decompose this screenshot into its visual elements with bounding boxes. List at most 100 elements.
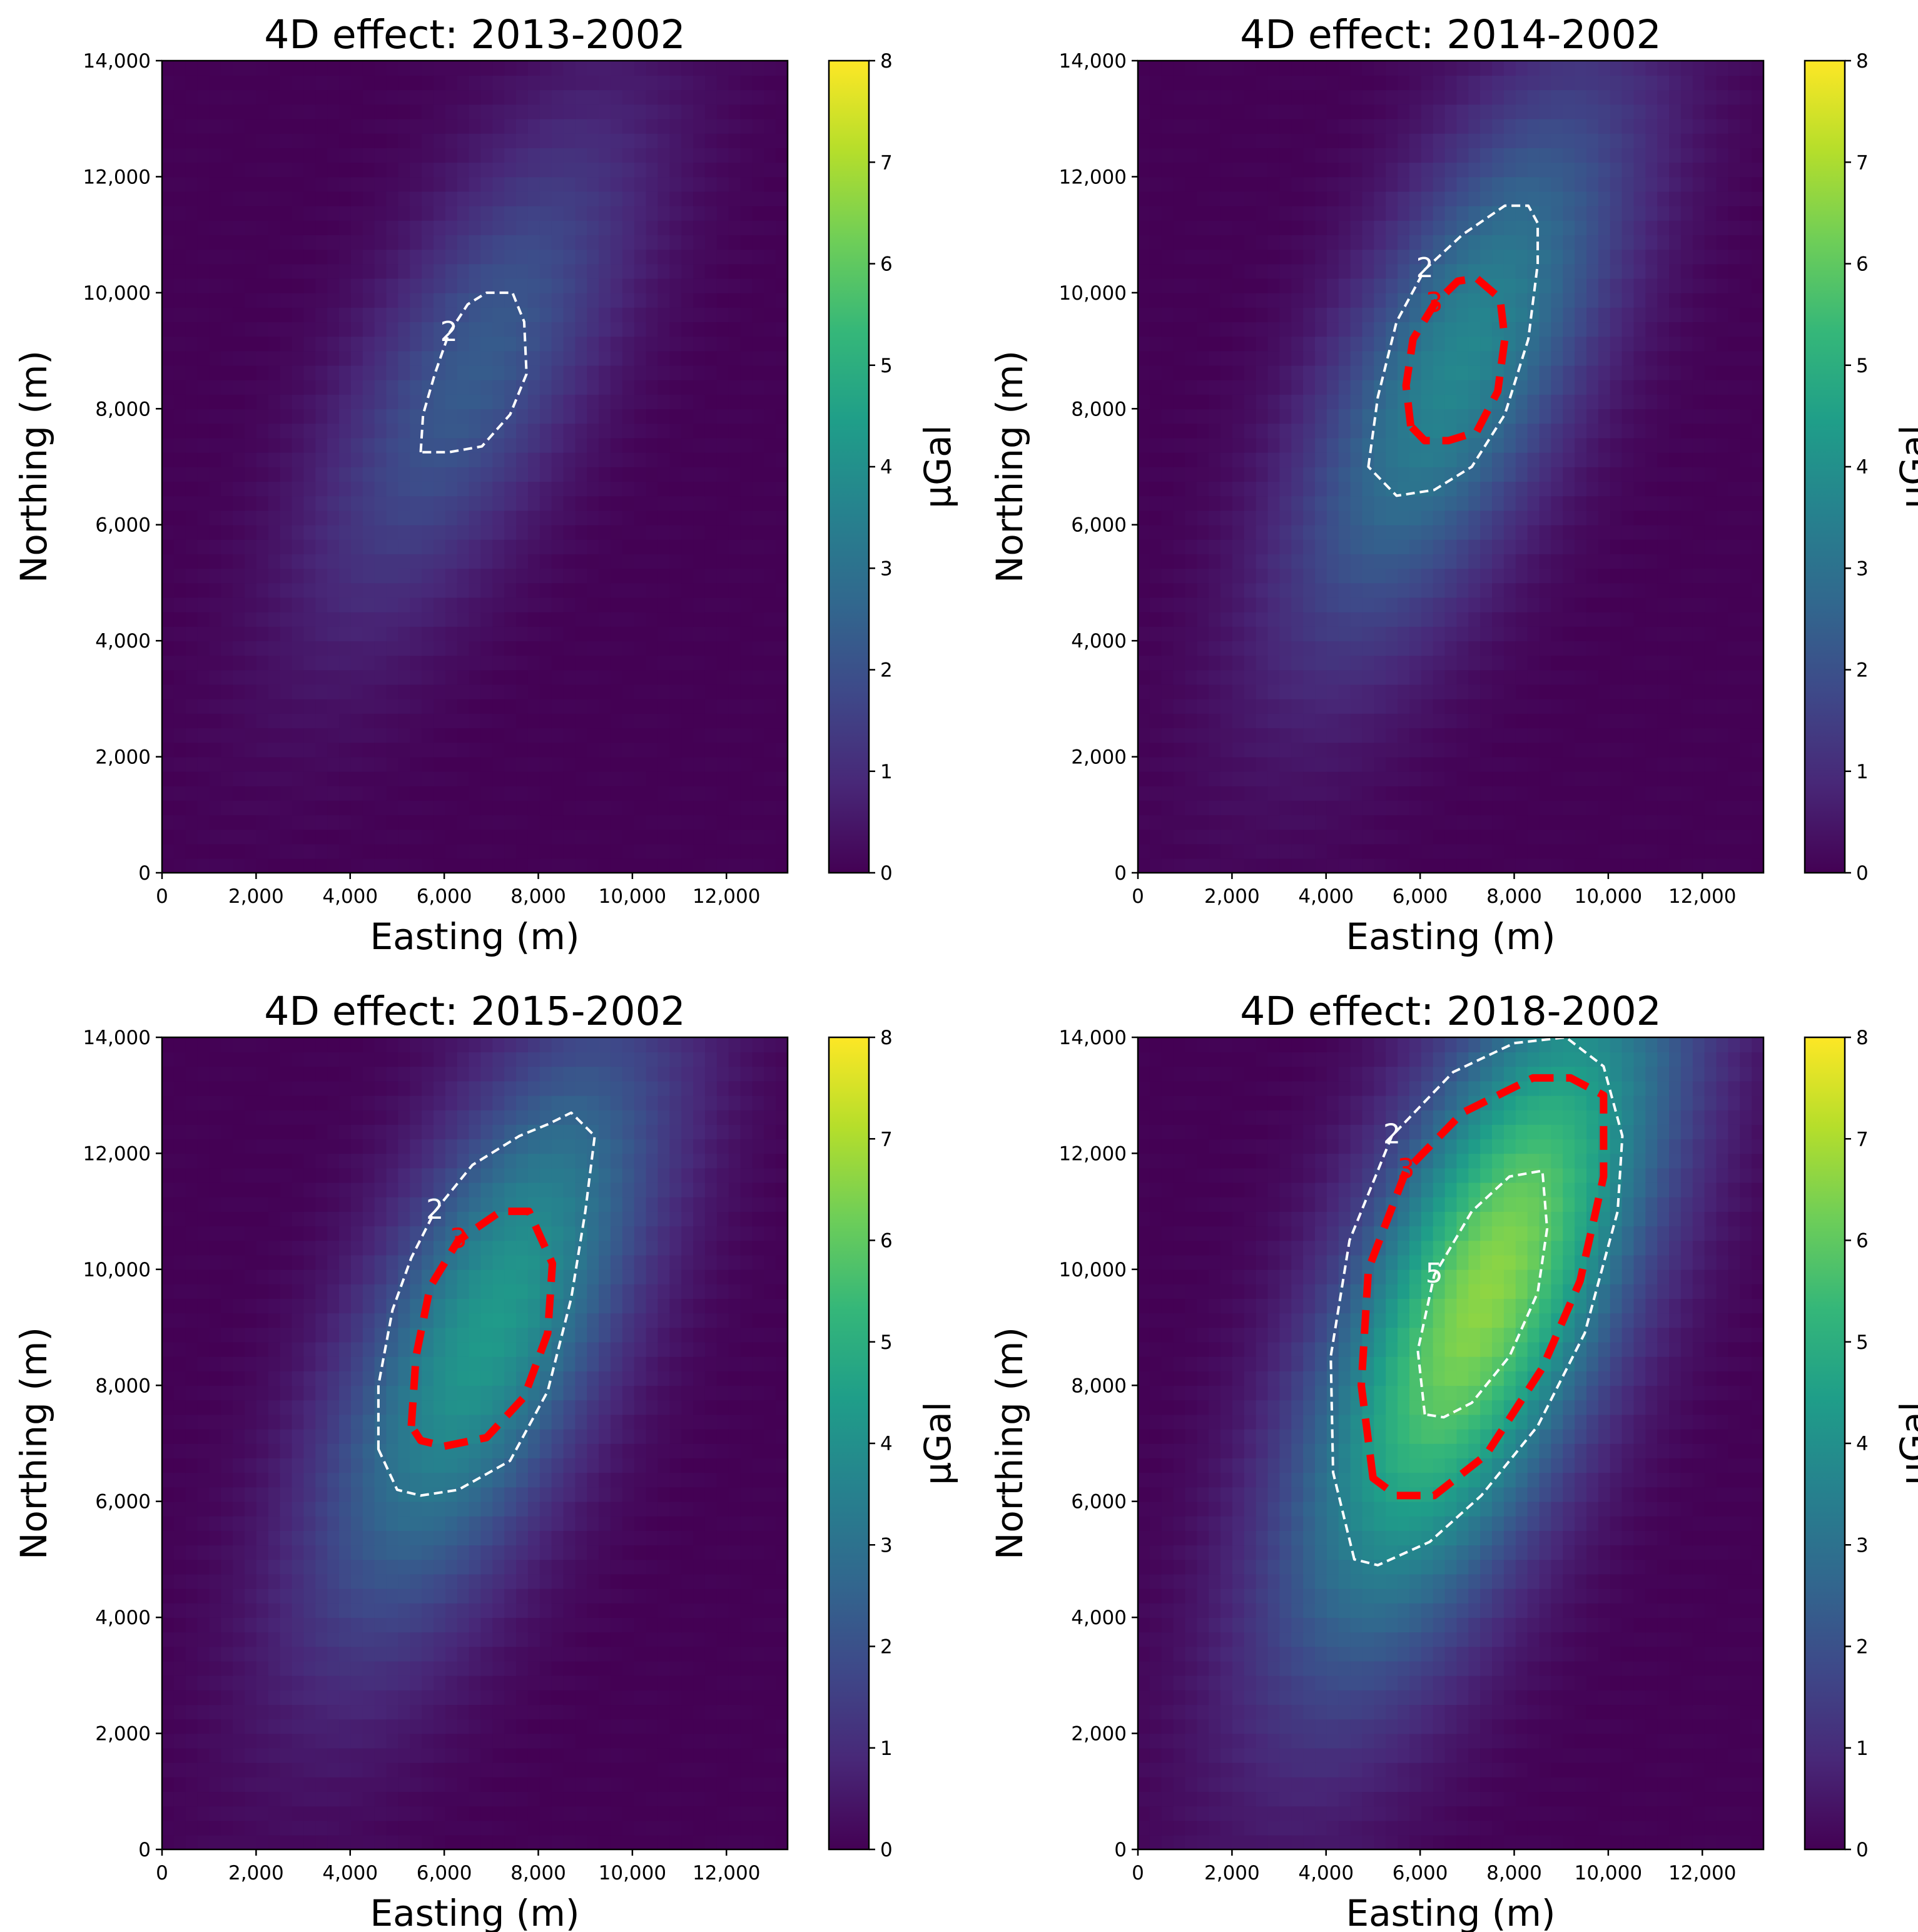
heatmap-cell — [433, 698, 446, 714]
heatmap-cell — [457, 843, 470, 859]
heatmap-cell — [221, 452, 234, 467]
heatmap-cell — [1716, 655, 1729, 671]
heatmap-cell — [339, 684, 352, 699]
heatmap-cell — [1586, 539, 1599, 554]
heatmap-cell — [1645, 611, 1658, 627]
heatmap-cell — [1621, 336, 1635, 352]
heatmap-cell — [1539, 524, 1552, 540]
heatmap-cell — [233, 858, 245, 873]
heatmap-cell — [504, 669, 517, 685]
heatmap-cell — [315, 742, 328, 758]
heatmap-cell — [1680, 800, 1693, 816]
heatmap-cell — [256, 829, 269, 845]
heatmap-cell — [527, 728, 540, 743]
heatmap-cell — [1338, 336, 1351, 352]
heatmap-cell — [327, 742, 340, 758]
heatmap-cell — [445, 423, 458, 439]
heatmap-cell — [280, 742, 293, 758]
heatmap-cell — [610, 698, 623, 714]
heatmap-cell — [1291, 554, 1304, 569]
heatmap-cell — [1421, 582, 1434, 598]
heatmap-cell — [386, 611, 399, 627]
heatmap-cell — [1138, 626, 1150, 641]
heatmap-cell — [1527, 785, 1540, 801]
heatmap-cell — [575, 191, 588, 206]
heatmap-cell — [1244, 437, 1257, 453]
heatmap-cell — [386, 75, 399, 91]
heatmap-cell — [1515, 510, 1528, 526]
heatmap-cell — [1492, 800, 1504, 816]
heatmap-cell — [716, 684, 729, 699]
heatmap-cell — [339, 728, 352, 743]
heatmap-cell — [374, 626, 387, 641]
heatmap-cell — [433, 278, 446, 293]
heatmap-cell — [1138, 336, 1150, 352]
heatmap-cell — [1527, 843, 1540, 859]
heatmap-cell — [1197, 496, 1210, 511]
heatmap-cell — [480, 815, 494, 830]
heatmap-cell — [1598, 843, 1611, 859]
heatmap-cell — [1209, 756, 1221, 772]
heatmap-cell — [386, 829, 399, 845]
heatmap-cell — [1539, 641, 1552, 656]
heatmap-cell — [433, 379, 446, 395]
heatmap-cell — [386, 235, 399, 250]
heatmap-cell — [1492, 829, 1504, 845]
heatmap-cell — [445, 467, 458, 482]
heatmap-cell — [563, 539, 576, 554]
heatmap-cell — [350, 235, 363, 250]
heatmap-cell — [374, 278, 387, 293]
heatmap-cell — [445, 292, 458, 308]
heatmap-cell — [575, 394, 588, 410]
heatmap-cell — [669, 148, 682, 163]
heatmap-cell — [1256, 829, 1269, 845]
heatmap-cell — [1291, 771, 1304, 786]
heatmap-cell — [469, 235, 482, 250]
heatmap-cell — [209, 162, 222, 178]
heatmap-cell — [1752, 481, 1763, 497]
heatmap-cell — [362, 815, 375, 830]
heatmap-cell — [1563, 394, 1575, 410]
heatmap-cell — [303, 89, 317, 105]
heatmap-cell — [280, 771, 293, 786]
heatmap-cell — [303, 61, 317, 76]
heatmap-cell — [1621, 815, 1635, 830]
heatmap-cell — [610, 742, 623, 758]
heatmap-cell — [1326, 815, 1339, 830]
heatmap-cell — [1752, 554, 1763, 569]
heatmap-cell — [681, 554, 694, 569]
heatmap-cell — [445, 626, 458, 641]
heatmap-cell — [339, 481, 352, 497]
heatmap-cell — [563, 684, 576, 699]
heatmap-cell — [1704, 409, 1717, 424]
heatmap-cell — [1480, 684, 1493, 699]
heatmap-cell — [327, 496, 340, 511]
heatmap-cell — [457, 524, 470, 540]
heatmap-cell — [1386, 582, 1398, 598]
heatmap-cell — [1244, 815, 1257, 830]
heatmap-cell — [422, 336, 434, 352]
heatmap-cell — [752, 815, 765, 830]
heatmap-cell — [292, 698, 305, 714]
heatmap-cell — [646, 350, 659, 366]
heatmap-cell — [245, 641, 257, 656]
heatmap-cell — [646, 815, 659, 830]
heatmap-cell — [1645, 481, 1658, 497]
heatmap-cell — [716, 524, 729, 540]
heatmap-cell — [1421, 858, 1434, 873]
heatmap-cell — [362, 89, 375, 105]
heatmap-cell — [1326, 843, 1339, 859]
heatmap-cell — [1149, 597, 1162, 613]
heatmap-cell — [398, 496, 411, 511]
heatmap-cell — [1680, 669, 1693, 685]
heatmap-cell — [469, 510, 482, 526]
heatmap-cell — [480, 829, 494, 845]
heatmap-cell — [776, 713, 788, 729]
heatmap-cell — [1244, 713, 1257, 729]
heatmap-cell — [764, 626, 776, 641]
heatmap-cell — [551, 843, 564, 859]
heatmap-cell — [716, 162, 729, 178]
heatmap-cell — [1362, 626, 1375, 641]
heatmap-cell — [1704, 843, 1717, 859]
heatmap-cell — [245, 771, 257, 786]
